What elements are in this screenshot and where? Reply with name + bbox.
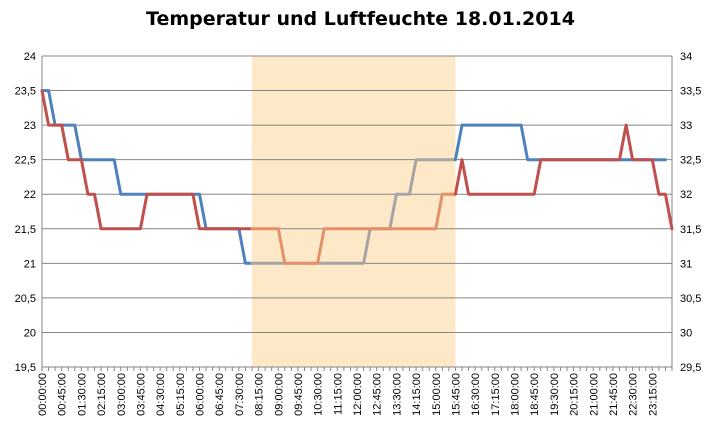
x-tick-label: 14:15:00 <box>411 373 423 416</box>
y-right-tick-label: 31 <box>680 258 692 270</box>
y-left-tick-label: 24 <box>24 51 36 63</box>
x-tick-label: 08:15:00 <box>254 373 266 416</box>
chart-title: Temperatur und Luftfeuchte 18.01.2014 <box>146 8 575 30</box>
series-0-line <box>453 123 667 162</box>
x-tick-label: 21:45:00 <box>608 373 620 416</box>
y-right-tick-label: 34 <box>680 51 692 63</box>
x-tick-label: 10:30:00 <box>313 373 325 416</box>
x-tick-label: 11:15:00 <box>332 373 344 415</box>
y-left-tick-label: 22,5 <box>15 155 36 167</box>
y-left-tick-label: 20 <box>24 327 36 339</box>
x-tick-label: 03:45:00 <box>135 373 147 416</box>
x-tick-label: 15:00:00 <box>431 373 443 416</box>
y-right-tick-label: 32,5 <box>680 155 701 167</box>
x-tick-label: 01:30:00 <box>76 373 88 416</box>
y-left-tick-label: 21,5 <box>15 224 36 236</box>
series-1-line <box>40 89 254 231</box>
x-tick-label: 15:45:00 <box>450 373 462 416</box>
x-tick-label: 16:30:00 <box>470 373 482 416</box>
x-tick-label: 06:45:00 <box>214 373 226 416</box>
x-tick-label: 20:15:00 <box>569 373 581 416</box>
highlight-band <box>252 56 456 367</box>
x-tick-label: 23:15:00 <box>647 373 659 416</box>
x-tick-label: 06:00:00 <box>195 373 207 416</box>
x-tick-label: 22:30:00 <box>628 373 640 416</box>
y-left-tick-label: 23 <box>24 120 36 132</box>
y-right-tick-label: 33,5 <box>680 86 701 98</box>
y-right-tick-label: 29,5 <box>680 362 701 374</box>
x-tick-label: 12:45:00 <box>372 373 384 416</box>
x-tick-label: 19:30:00 <box>549 373 561 416</box>
x-tick-label: 13:30:00 <box>391 373 403 416</box>
y-right-tick-label: 32 <box>680 189 692 201</box>
x-tick-label: 05:15:00 <box>175 373 187 416</box>
y-right-tick-label: 30 <box>680 327 692 339</box>
x-tick-label: 00:45:00 <box>57 373 69 416</box>
series-0-line <box>40 89 254 265</box>
x-tick-label: 09:00:00 <box>273 373 285 416</box>
x-tick-label: 12:00:00 <box>352 373 364 416</box>
x-tick-label: 18:00:00 <box>510 373 522 416</box>
x-tick-label: 02:15:00 <box>96 373 108 416</box>
x-tick-label: 18:45:00 <box>529 373 541 416</box>
y-right-tick-label: 31,5 <box>680 224 701 236</box>
y-left-tick-label: 19,5 <box>15 362 36 374</box>
series-1-line <box>453 123 674 231</box>
series-1-line-highlighted <box>250 192 457 265</box>
y-right-tick-label: 33 <box>680 120 692 132</box>
x-tick-label: 09:45:00 <box>293 373 305 416</box>
y-left-tick-label: 23,5 <box>15 86 36 98</box>
x-tick-label: 00:00:00 <box>37 373 49 416</box>
x-tick-label: 04:30:00 <box>155 373 167 416</box>
x-tick-label: 21:00:00 <box>588 373 600 416</box>
y-left-tick-label: 20,5 <box>15 293 36 305</box>
x-tick-label: 17:15:00 <box>490 373 502 416</box>
x-tick-label: 07:30:00 <box>234 373 246 416</box>
y-left-tick-label: 22 <box>24 189 36 201</box>
x-tick-label: 03:00:00 <box>116 373 128 416</box>
y-left-tick-label: 21 <box>24 258 36 270</box>
y-right-tick-label: 30,5 <box>680 293 701 305</box>
